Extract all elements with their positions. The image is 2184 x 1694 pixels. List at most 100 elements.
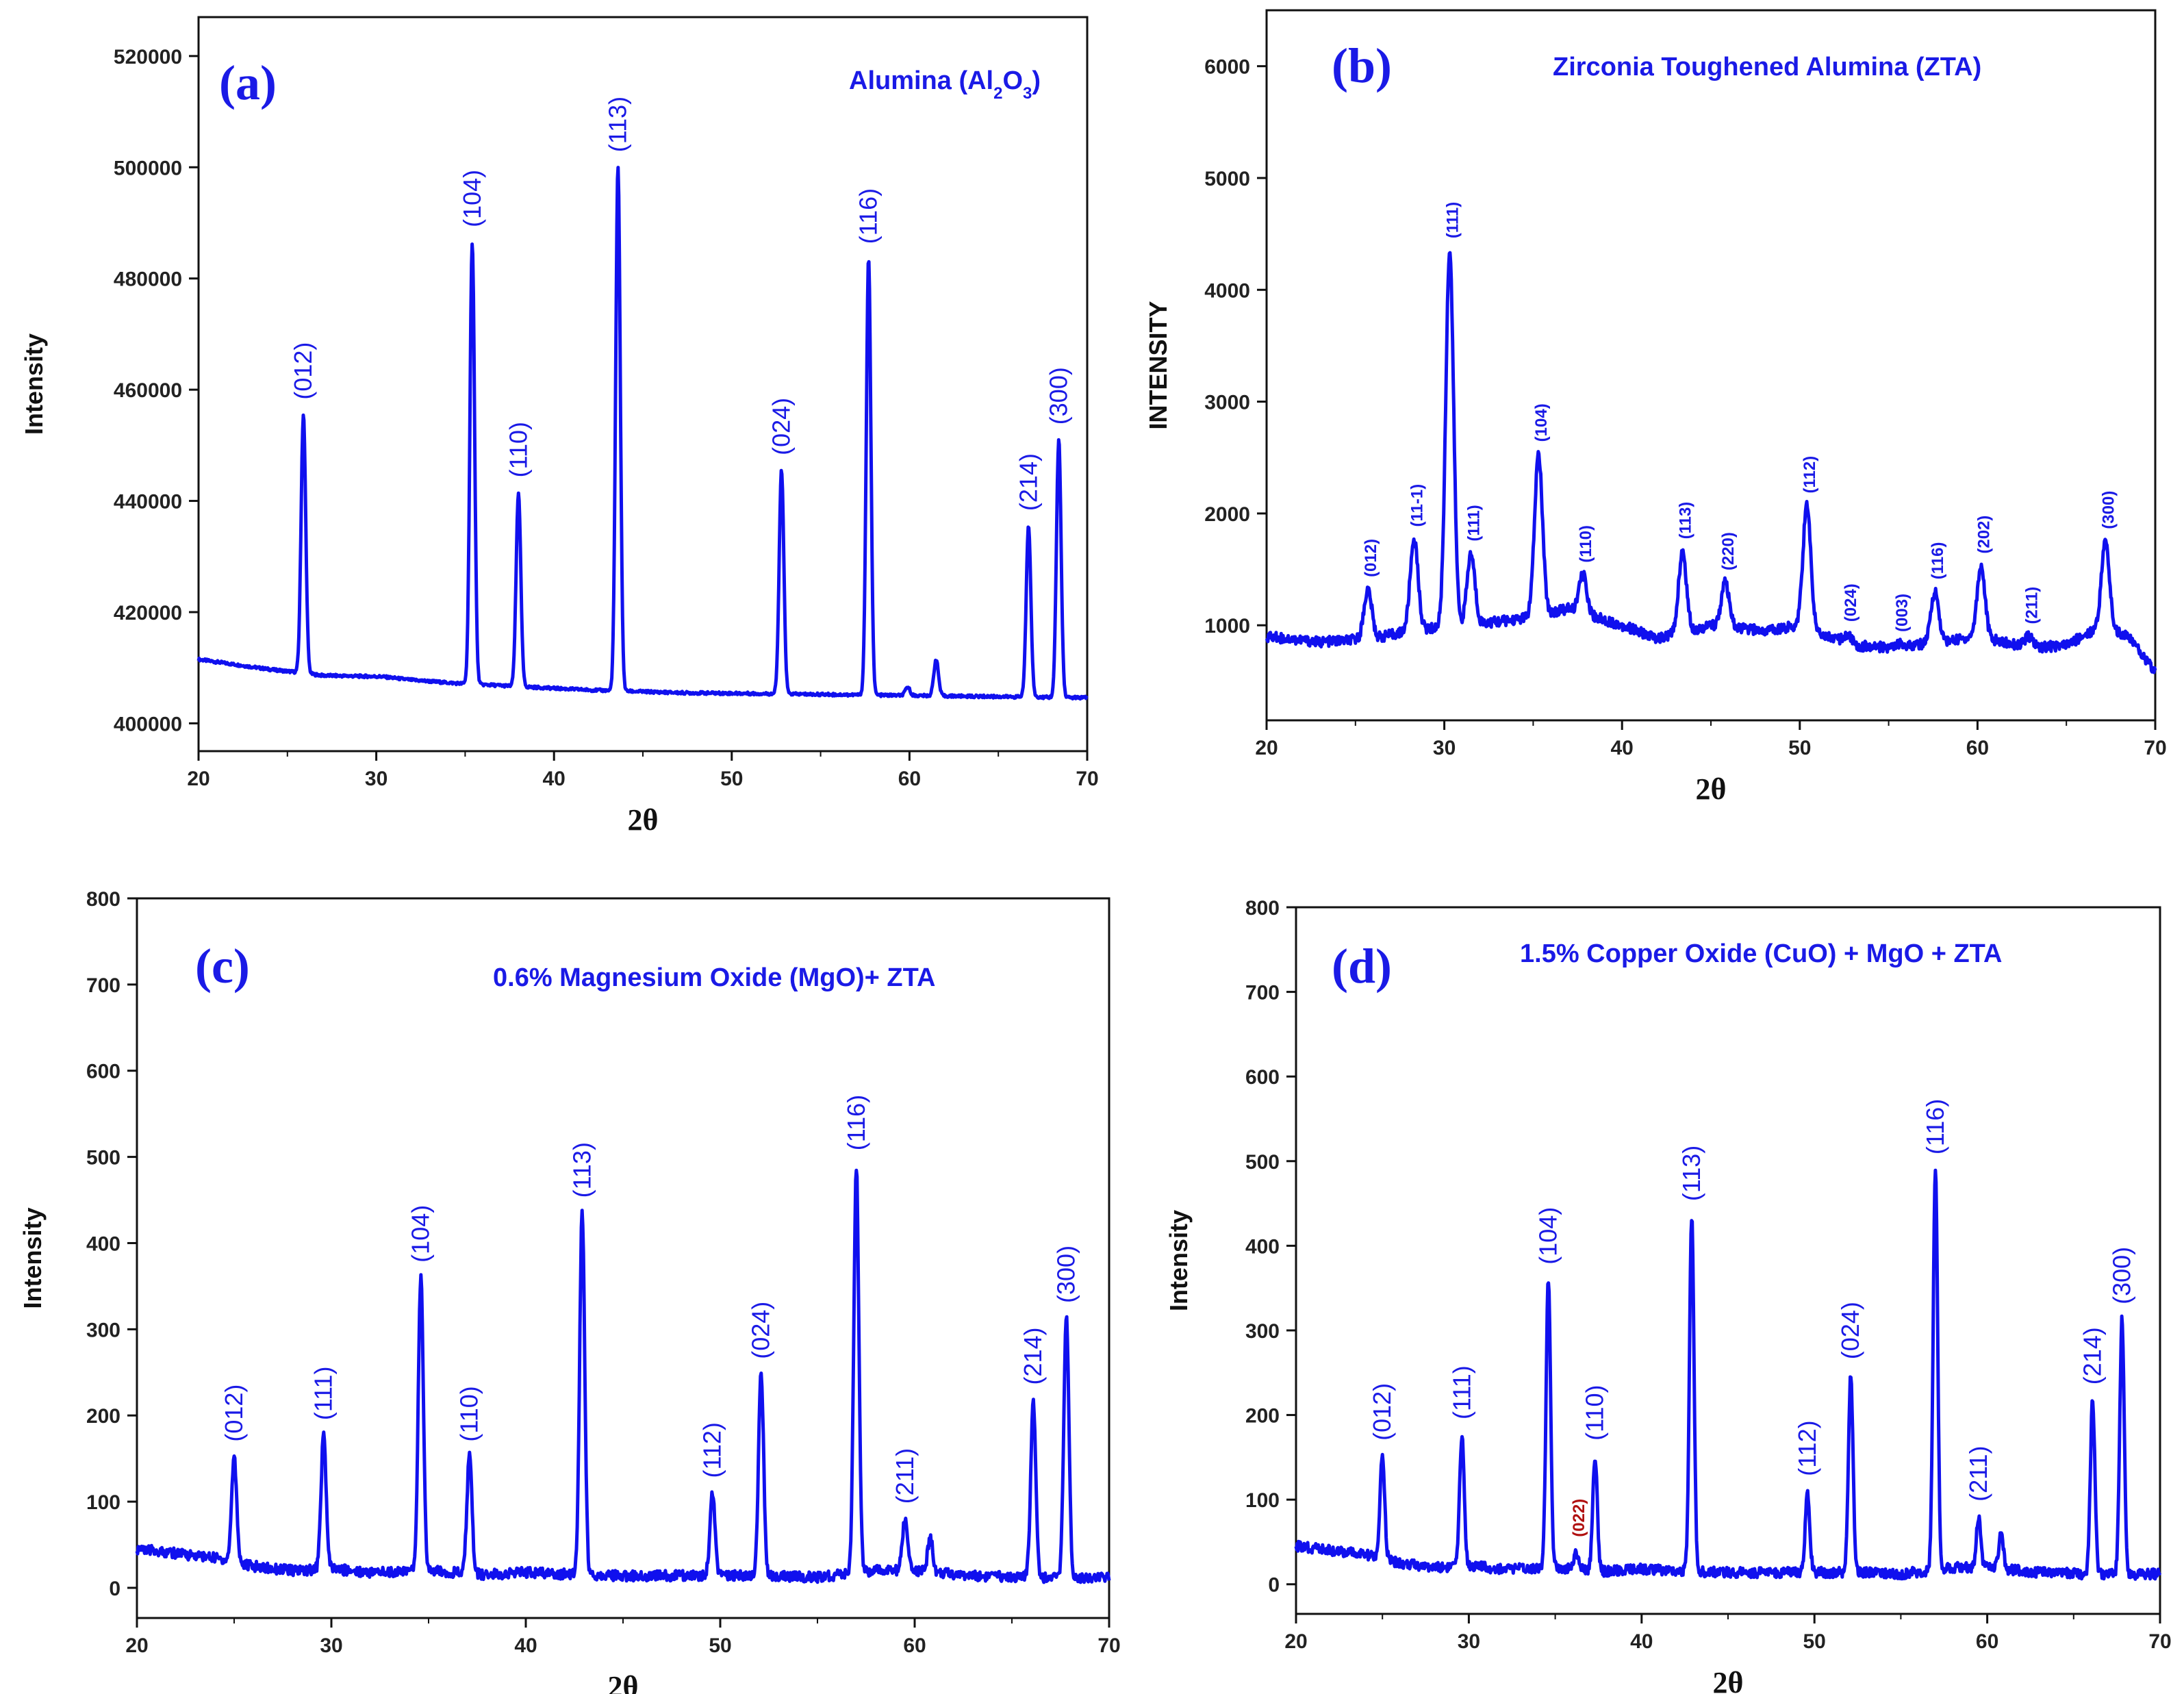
peak-label: (111) bbox=[1447, 1365, 1475, 1419]
y-tick-label: 460000 bbox=[114, 379, 182, 402]
x-tick-label: 50 bbox=[1803, 1630, 1826, 1653]
y-tick-label: 400 bbox=[1245, 1235, 1280, 1258]
peak-label: (110) bbox=[504, 422, 532, 477]
y-axis-title: INTENSITY bbox=[1144, 301, 1172, 429]
y-tick-label: 2000 bbox=[1204, 503, 1250, 526]
x-tick-label: 20 bbox=[1284, 1630, 1307, 1653]
x-axis-title: 2θ bbox=[608, 1670, 639, 1694]
y-tick-label: 600 bbox=[1245, 1066, 1280, 1089]
series-line bbox=[135, 1168, 1111, 1584]
y-tick-label: 420000 bbox=[114, 602, 182, 624]
peak-label: (024) bbox=[1836, 1302, 1864, 1359]
peak-label: (104) bbox=[1532, 403, 1551, 442]
peak-label: (110) bbox=[455, 1386, 483, 1441]
peak-label: (112) bbox=[698, 1422, 726, 1478]
peak-label: (300) bbox=[2099, 491, 2118, 529]
peak-label: (116) bbox=[1921, 1099, 1949, 1154]
x-tick-label: 50 bbox=[1788, 737, 1811, 759]
panel-label: (c) bbox=[195, 939, 250, 994]
peak-label: (113) bbox=[1676, 502, 1694, 540]
x-tick-label: 60 bbox=[1966, 737, 1989, 759]
peak-label: (111) bbox=[1465, 505, 1484, 541]
peak-label: (300) bbox=[1052, 1246, 1080, 1303]
x-tick-label: 20 bbox=[187, 768, 209, 790]
y-tick-label: 500 bbox=[86, 1147, 120, 1170]
plot-frame bbox=[1265, 9, 2157, 722]
chart-panel-d: 20 30 40 50 60 7001002003004005006007008002θI… bbox=[1165, 897, 2172, 1694]
x-tick-label: 60 bbox=[898, 768, 921, 790]
peak-label: (220) bbox=[1719, 532, 1738, 570]
plot-frame bbox=[197, 16, 1089, 753]
peak-label: (104) bbox=[1534, 1207, 1562, 1265]
peak-label: (116) bbox=[1929, 542, 1947, 579]
series-line bbox=[1294, 1168, 2162, 1581]
peak-label: (111) bbox=[309, 1366, 338, 1420]
peak-label: (116) bbox=[842, 1095, 870, 1150]
x-tick-label: 20 bbox=[1255, 737, 1278, 759]
y-tick-label: 500 bbox=[1245, 1151, 1280, 1174]
panel-title: Zirconia Toughened Alumina (ZTA) bbox=[1553, 53, 1981, 81]
peak-label: (112) bbox=[1801, 456, 1819, 494]
x-tick-label: 20 bbox=[125, 1634, 148, 1657]
y-tick-label: 400000 bbox=[114, 713, 182, 735]
y-axis-title: Intensity bbox=[18, 1207, 47, 1309]
y-tick-label: 100 bbox=[86, 1491, 120, 1514]
y-tick-label: 200 bbox=[86, 1405, 120, 1428]
series-line bbox=[196, 166, 1089, 701]
peak-label: (024) bbox=[747, 1302, 775, 1359]
y-tick-label: 200 bbox=[1245, 1405, 1280, 1428]
peak-label: (214) bbox=[1019, 1328, 1047, 1385]
peak-label: (024) bbox=[767, 398, 795, 455]
x-tick-label: 30 bbox=[1458, 1630, 1480, 1653]
peak-label: (113) bbox=[568, 1142, 596, 1198]
peak-label: (300) bbox=[1044, 367, 1072, 425]
panel-title: 1.5% Copper Oxide (CuO) + MgO + ZTA bbox=[1520, 939, 2002, 968]
peak-label: (012) bbox=[289, 342, 317, 400]
series-line bbox=[1265, 251, 2157, 674]
peak-label: (012) bbox=[220, 1385, 248, 1442]
peak-label: (110) bbox=[1581, 1385, 1609, 1441]
y-tick-label: 5000 bbox=[1204, 168, 1250, 190]
y-tick-label: 100 bbox=[1245, 1489, 1280, 1512]
peak-label: (113) bbox=[604, 97, 632, 152]
y-tick-label: 520000 bbox=[114, 46, 182, 68]
x-tick-label: 40 bbox=[1611, 737, 1634, 759]
x-tick-label: 60 bbox=[1976, 1630, 1998, 1653]
x-tick-label: 40 bbox=[514, 1634, 537, 1657]
peak-label: (012) bbox=[1362, 539, 1380, 577]
peak-label: (022) bbox=[1570, 1499, 1588, 1537]
chart-panel-b: 20 30 40 50 60 70 1000 2000 3000 4000 5000 6000 2θ IN… bbox=[1144, 9, 2167, 806]
x-tick-label: 70 bbox=[1097, 1634, 1120, 1657]
plot-frame bbox=[136, 897, 1110, 1619]
x-axis-title: 2θ bbox=[1713, 1666, 1744, 1694]
peak-label: (104) bbox=[458, 170, 486, 227]
peak-label: (211) bbox=[891, 1448, 919, 1504]
y-tick-label: 4000 bbox=[1204, 279, 1250, 302]
peak-label: (214) bbox=[2079, 1327, 2107, 1385]
x-tick-label: 30 bbox=[1433, 737, 1456, 759]
x-tick-label: 40 bbox=[1630, 1630, 1653, 1653]
y-tick-label: 300 bbox=[86, 1319, 120, 1341]
y-axis-title: Intensity bbox=[1165, 1210, 1193, 1311]
x-axis-title: 2θ bbox=[628, 803, 659, 837]
plot-frame bbox=[1295, 906, 2161, 1615]
chart-panel-a: 20 30 40 50 60 70 400000 420000 440000 460000 4800… bbox=[20, 16, 1099, 837]
peak-label: (113) bbox=[1677, 1146, 1705, 1201]
panel-label: (b) bbox=[1332, 38, 1392, 93]
peak-label: (111) bbox=[1443, 202, 1462, 238]
y-tick-label: 6000 bbox=[1204, 56, 1250, 79]
peak-label: (202) bbox=[1975, 516, 1994, 554]
peak-label: (104) bbox=[407, 1205, 435, 1263]
y-axis-title: Intensity bbox=[20, 333, 48, 435]
x-tick-label: 60 bbox=[903, 1634, 926, 1657]
y-tick-label: 0 bbox=[109, 1578, 120, 1600]
x-tick-label: 30 bbox=[320, 1634, 342, 1657]
panel-label: (d) bbox=[1332, 939, 1392, 994]
y-tick-label: 0 bbox=[1268, 1574, 1280, 1597]
peak-label: (116) bbox=[854, 188, 883, 244]
chart-panel-c: 20 30 40 50 60 7001002003004005006007008002θI… bbox=[18, 888, 1121, 1694]
y-tick-label: 700 bbox=[1245, 982, 1280, 1004]
peak-label: (003) bbox=[1893, 594, 1912, 632]
x-axis-title: 2θ bbox=[1696, 772, 1727, 806]
y-tick-label: 800 bbox=[1245, 897, 1280, 920]
